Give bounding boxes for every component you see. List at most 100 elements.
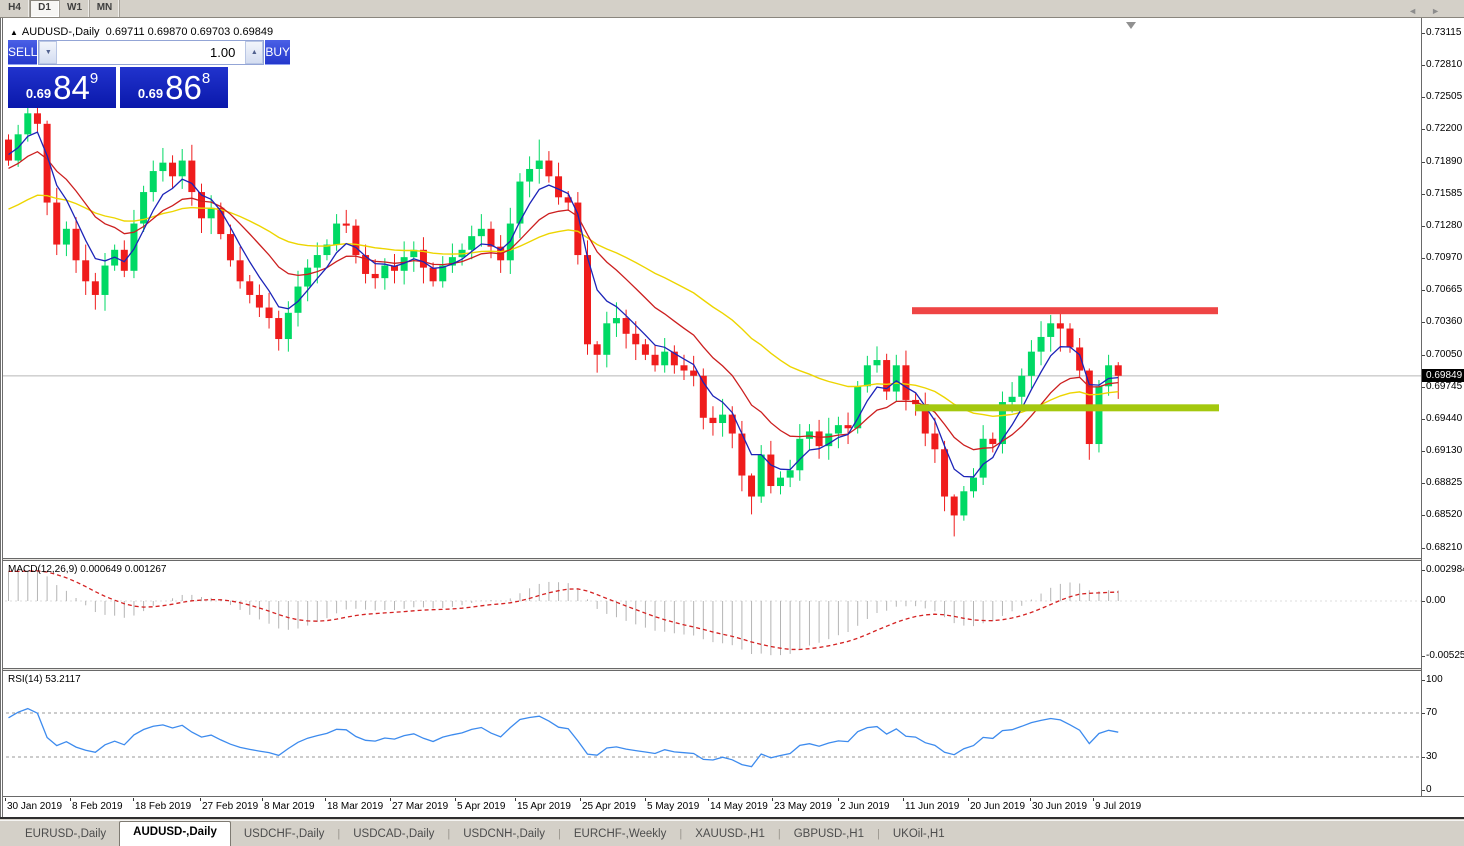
sell-button[interactable]: SELL <box>8 40 38 65</box>
price-tick-label: 0.72200 <box>1426 123 1463 135</box>
tab-eurchf-weekly[interactable]: EURCHF-,Weekly <box>573 828 667 840</box>
price-tick-label: 0.72810 <box>1426 59 1463 71</box>
timeframe-button-mn[interactable]: MN <box>90 0 120 17</box>
tab-scroll-left-button[interactable]: ◄ <box>1408 6 1432 16</box>
rsi-canvas[interactable] <box>0 671 1421 796</box>
macd-canvas[interactable] <box>0 561 1421 668</box>
axis-tick-mark <box>1422 193 1425 195</box>
axis-tick-mark <box>1422 97 1425 99</box>
macd-signal-line <box>8 570 1119 651</box>
date-tick-label: 27 Mar 2019 <box>392 801 449 812</box>
tab-usdcad-daily[interactable]: USDCAD-,Daily <box>353 828 435 840</box>
time-axis[interactable]: 30 Jan 2019 8 Feb 2019 18 Feb 2019 27 Feb 2… <box>0 798 1421 817</box>
time-tick-mark <box>1030 798 1031 801</box>
date-tick-label: 18 Mar 2019 <box>327 801 384 812</box>
buy-button[interactable]: BUY <box>265 40 291 65</box>
price-tick-label: 0.73115 <box>1426 27 1462 38</box>
chart-ohlc-values: 0.69711 0.69870 0.69703 0.69849 <box>105 26 274 38</box>
buy-price-display[interactable]: 0.69 86 8 <box>120 67 228 108</box>
axis-tick-mark <box>1422 515 1425 517</box>
tab-separator: | <box>337 827 341 840</box>
axis-tick-mark <box>1422 483 1425 485</box>
macd-histogram <box>8 569 1119 656</box>
axis-tick-mark <box>1422 655 1425 657</box>
rsi-tick-label: 0 <box>1426 784 1432 795</box>
time-tick-mark <box>708 798 709 801</box>
tab-separator: | <box>558 827 561 840</box>
current-price-badge: 0.69849 <box>1422 369 1464 383</box>
volume-increase-button[interactable]: ▲ <box>245 41 264 64</box>
volume-input[interactable] <box>57 41 246 64</box>
time-tick-mark <box>70 798 71 801</box>
volume-decrease-button[interactable]: ▼ <box>39 41 58 64</box>
time-tick-mark <box>200 798 201 801</box>
date-tick-label: 23 May 2019 <box>774 801 832 812</box>
timeframe-button-d1[interactable]: D1 <box>30 0 60 17</box>
price-tick-label: 0.71280 <box>1426 219 1463 231</box>
price-tick-label: 0.68520 <box>1426 509 1463 521</box>
timeframe-button-w1[interactable]: W1 <box>60 0 90 17</box>
tab-ukoil-h1[interactable]: UKOil-,H1 <box>892 828 945 840</box>
support-line <box>915 404 1219 412</box>
sell-price-display[interactable]: 0.69 84 9 <box>8 67 116 108</box>
tab-usdcnh-daily[interactable]: USDCNH-,Daily <box>463 828 546 840</box>
price-tick-label: 0.71585 <box>1426 187 1463 199</box>
triangle-up-icon: ▲ <box>250 49 258 56</box>
rsi-tick-label: 70 <box>1426 707 1438 718</box>
rsi-label: RSI(14) 53.2117 <box>8 674 81 685</box>
panel-splitter[interactable] <box>0 668 1464 671</box>
axis-tick-mark <box>1422 757 1425 758</box>
date-tick-label: 8 Mar 2019 <box>264 801 315 812</box>
date-tick-label: 8 Feb 2019 <box>72 801 123 812</box>
axis-tick-mark <box>1422 451 1425 453</box>
axis-tick-mark <box>1422 322 1425 324</box>
macd-tick-label: 0.00 <box>1426 595 1446 606</box>
date-tick-label: 9 Jul 2019 <box>1095 801 1142 812</box>
price-tick-label: 0.69440 <box>1426 412 1463 424</box>
time-tick-mark <box>5 798 6 801</box>
tab-audusd-daily[interactable]: AUDUSD-,Daily <box>119 821 231 846</box>
date-tick-label: 5 Apr 2019 <box>457 801 506 812</box>
time-tick-mark <box>645 798 646 801</box>
tab-eurusd-daily[interactable]: EURUSD-,Daily <box>25 828 107 840</box>
chart-tab-bar: EURUSD-,Daily AUDUSD-,Daily USDCHF-,Dail… <box>0 820 1464 846</box>
triangle-down-icon: ▼ <box>44 49 52 56</box>
time-tick-mark <box>903 798 904 801</box>
tab-separator: | <box>679 827 683 840</box>
price-tick-label: 0.68210 <box>1426 541 1463 553</box>
price-tick-label: 0.70360 <box>1426 316 1463 328</box>
timeframe-button-h4[interactable]: H4 <box>0 0 30 17</box>
axis-tick-mark <box>1422 225 1425 227</box>
tab-gbpusd-h1[interactable]: GBPUSD-,H1 <box>793 828 864 840</box>
time-tick-mark <box>580 798 581 801</box>
window-bottom-border <box>0 817 1464 819</box>
price-tick-label: 0.71890 <box>1426 155 1463 167</box>
volume-stepper: ▼ ▲ <box>38 40 265 65</box>
axis-tick-mark <box>1422 354 1425 356</box>
tab-usdchf-daily[interactable]: USDCHF-,Daily <box>243 828 325 840</box>
price-tick-label: 0.68825 <box>1426 477 1463 489</box>
axis-tick-mark <box>1422 65 1425 67</box>
date-tick-label: 11 Jun 2019 <box>905 801 960 812</box>
axis-tick-mark <box>1422 547 1425 549</box>
time-tick-mark <box>262 798 263 801</box>
price-axis[interactable]: 0.73115 0.72810 0.72505 0.72200 0.71890 0.715… <box>1422 18 1464 796</box>
axis-tick-mark <box>1422 290 1425 292</box>
chart-title: ▲ AUDUSD-,Daily 0.69711 0.69870 0.69703 0… <box>10 26 273 38</box>
price-tick-label: 0.69130 <box>1426 445 1463 457</box>
tab-scroll-right-button[interactable]: ► <box>1431 6 1454 16</box>
chart-shift-marker <box>1126 22 1136 29</box>
axis-separator <box>1421 18 1422 796</box>
time-tick-mark <box>968 798 969 801</box>
resistance-line <box>912 307 1218 315</box>
tab-xauusd-h1[interactable]: XAUUSD-,H1 <box>695 828 765 840</box>
main-chart-canvas[interactable] <box>0 18 1421 558</box>
collapse-arrow-icon[interactable]: ▲ <box>10 28 18 37</box>
macd-tick-label: -0.005256 <box>1426 649 1464 661</box>
panel-splitter[interactable] <box>0 558 1464 561</box>
time-tick-mark <box>772 798 773 801</box>
macd-label: MACD(12,26,9) 0.000649 0.001267 <box>8 564 167 575</box>
axis-tick-mark <box>1422 386 1425 388</box>
price-tick-label: 0.70970 <box>1426 252 1463 264</box>
